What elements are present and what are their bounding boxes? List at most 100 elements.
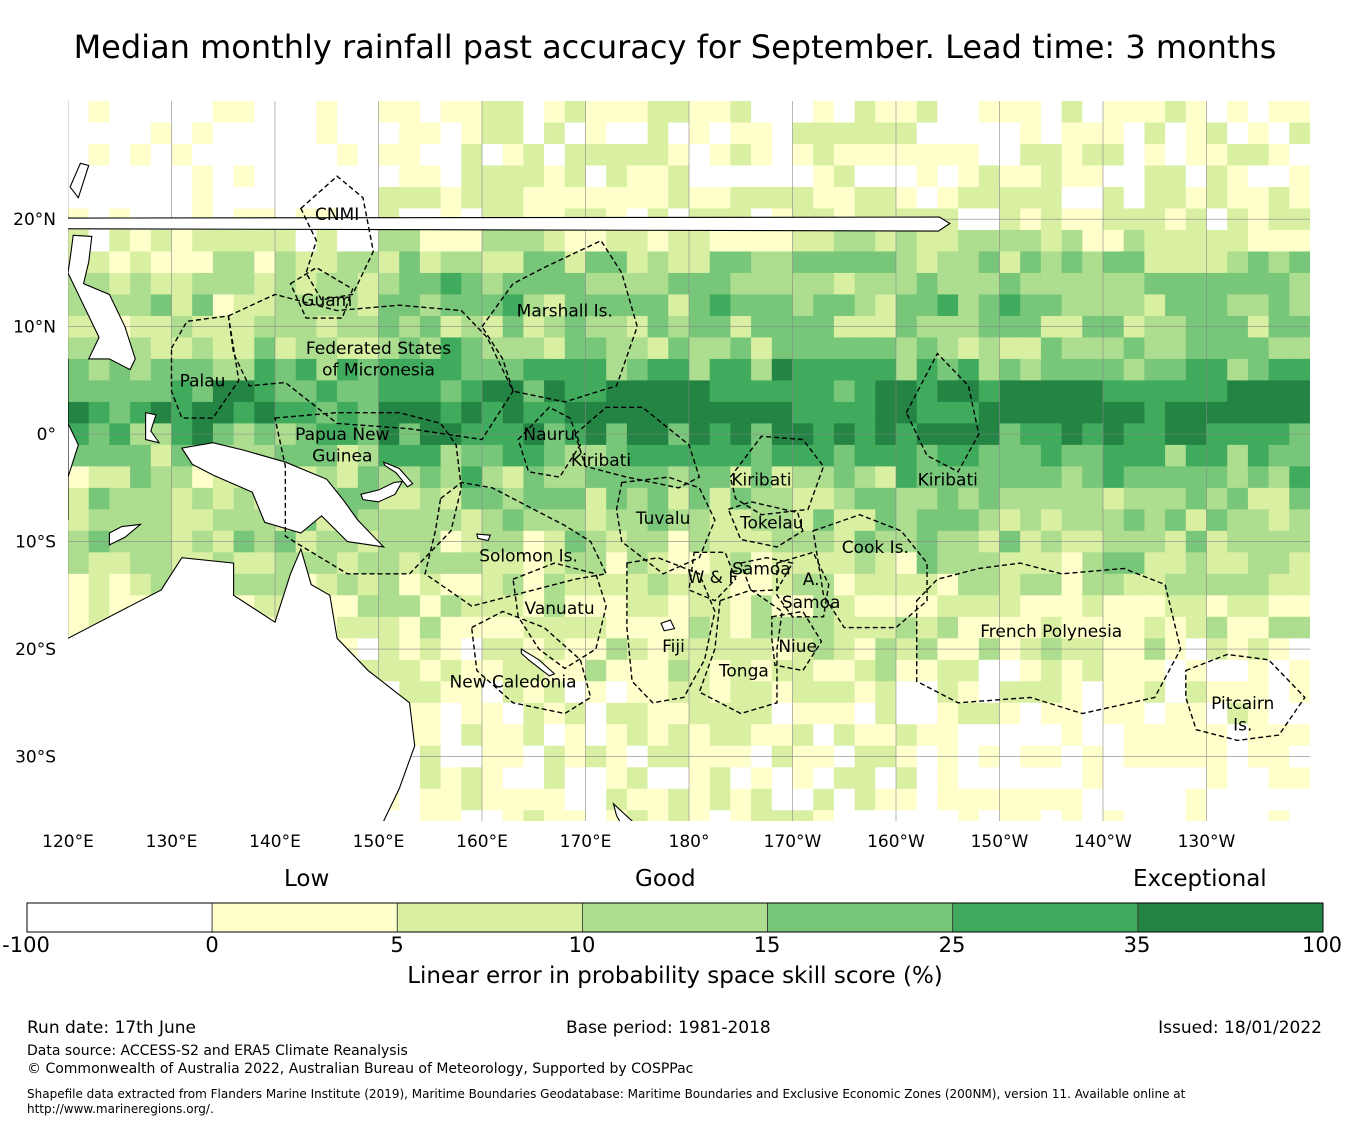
skill-cell: [1165, 810, 1187, 821]
skill-cell: [958, 702, 980, 725]
skill-cell: [585, 487, 607, 510]
skill-cell: [1227, 573, 1249, 596]
skill-cell: [689, 380, 711, 403]
skill-cell: [751, 810, 773, 821]
skill-cell: [482, 165, 504, 188]
skill-cell: [771, 272, 794, 296]
skill-cell: [1247, 229, 1270, 253]
skill-cell: [68, 401, 90, 424]
skill-cell: [833, 466, 856, 489]
skill-cell: [958, 573, 980, 596]
skill-cell: [233, 143, 255, 167]
skill-cell: [337, 573, 359, 596]
lon-tick-label: 160°E: [456, 832, 508, 852]
skill-cell: [875, 186, 897, 210]
skill-cell: [606, 530, 628, 553]
skill-cell: [461, 509, 483, 532]
skill-cell: [502, 724, 524, 747]
skill-cell: [233, 251, 255, 274]
skill-cell: [999, 143, 1021, 167]
country-label: Samoa: [782, 593, 841, 613]
skill-cell: [212, 165, 235, 188]
skill-cell: [461, 444, 483, 467]
skill-cell: [1268, 251, 1290, 274]
skill-cell: [150, 487, 173, 510]
skill-cell: [730, 165, 752, 188]
skill-cell: [523, 466, 545, 489]
skill-cell: [978, 358, 1001, 382]
skill-cell: [689, 251, 711, 274]
skill-cell: [1123, 401, 1145, 424]
skill-cell: [482, 251, 504, 274]
skill-cell: [212, 143, 235, 167]
skill-cell: [792, 122, 814, 145]
skill-cell: [875, 810, 897, 821]
skill-cell: [896, 143, 918, 167]
skill-cell: [399, 810, 421, 821]
skill-cell: [1247, 101, 1270, 124]
skill-cell: [813, 788, 835, 811]
skill-cell: [1103, 444, 1125, 467]
skill-cell: [709, 122, 731, 145]
skill-cell: [730, 251, 752, 274]
skill-cell: [709, 380, 731, 403]
skill-cell: [1206, 380, 1228, 403]
skill-cell: [1123, 702, 1145, 725]
skill-cell: [833, 724, 856, 747]
skill-cell: [833, 315, 856, 339]
skill-cell: [1123, 380, 1145, 403]
skill-cell: [896, 401, 918, 424]
skill-cell: [1123, 358, 1145, 382]
skill-cell: [626, 767, 649, 790]
skill-cell: [1227, 810, 1249, 821]
skill-cell: [937, 165, 959, 188]
skill-cell: [399, 165, 421, 188]
skill-cell: [399, 315, 421, 339]
skill-cell: [502, 122, 524, 145]
skill-cell: [854, 724, 876, 747]
skill-cell: [109, 444, 131, 467]
skill-cell: [709, 272, 731, 296]
skill-cell: [1247, 208, 1270, 231]
skill-cell: [1227, 358, 1249, 382]
skill-cell: [482, 659, 504, 682]
country-label: Fiji: [662, 637, 685, 657]
skill-cell: [544, 595, 566, 618]
skill-cell: [109, 401, 131, 424]
skill-cell: [1206, 810, 1228, 821]
skill-cell: [896, 702, 918, 725]
skill-cell: [1020, 724, 1042, 747]
skill-cell: [771, 358, 794, 382]
skill-cell: [378, 143, 400, 167]
coastlines: [68, 162, 951, 821]
skill-cell: [130, 122, 152, 145]
skill-cell: [730, 143, 752, 167]
skill-cell: [958, 229, 980, 253]
skill-cell: [958, 466, 980, 489]
skill-cell: [585, 165, 607, 188]
skill-cell: [316, 315, 338, 339]
skill-cell: [1165, 595, 1187, 618]
skill-cell: [668, 466, 690, 489]
skill-cell: [854, 788, 876, 811]
skill-cell: [1206, 616, 1228, 639]
skill-cell: [1123, 681, 1145, 704]
skill-cell: [316, 165, 338, 188]
skill-cell: [709, 724, 731, 747]
skill-cell: [337, 358, 359, 382]
skill-cell: [1185, 444, 1208, 467]
skill-cell: [978, 616, 1001, 639]
skill-cell: [440, 702, 462, 725]
skill-cell: [916, 337, 938, 360]
skill-cell: [730, 724, 752, 747]
skill-cell: [668, 573, 690, 596]
skill-cell: [1268, 143, 1290, 167]
skill-cell: [275, 315, 297, 339]
skill-cell: [109, 229, 131, 253]
skill-cell: [1247, 724, 1270, 747]
skill-cell: [709, 165, 731, 188]
skill-cell: [585, 251, 607, 274]
skill-cell: [833, 401, 856, 424]
skill-cell: [295, 101, 317, 124]
skill-cell: [916, 595, 938, 618]
